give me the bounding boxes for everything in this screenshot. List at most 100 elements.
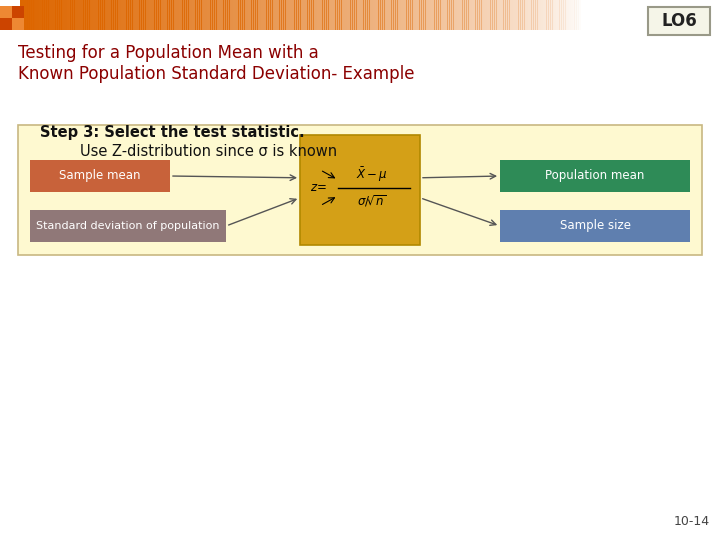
Bar	[222, 0, 224, 30]
Bar	[225, 0, 228, 30]
Bar	[91, 0, 94, 30]
Bar	[367, 0, 369, 30]
Bar	[311, 0, 314, 30]
Bar	[102, 0, 104, 30]
Bar	[132, 0, 135, 30]
Bar	[145, 0, 148, 30]
Bar	[68, 0, 71, 30]
Bar	[531, 0, 534, 30]
Bar	[392, 0, 394, 30]
Bar	[550, 0, 552, 30]
Bar	[246, 0, 248, 30]
Bar	[522, 0, 524, 30]
Bar	[377, 0, 379, 30]
Bar	[528, 0, 530, 30]
Bar	[319, 0, 321, 30]
Bar	[310, 0, 312, 30]
Bar	[147, 0, 149, 30]
Bar	[253, 0, 256, 30]
Bar	[459, 0, 461, 30]
Bar	[197, 0, 199, 30]
Bar	[204, 0, 207, 30]
Bar	[291, 0, 293, 30]
Bar	[48, 0, 50, 30]
Bar	[395, 0, 397, 30]
Bar	[143, 0, 145, 30]
Bar	[468, 0, 470, 30]
Bar	[324, 0, 327, 30]
Bar	[203, 0, 205, 30]
Bar	[18, 125, 702, 255]
Bar	[156, 0, 158, 30]
Bar	[166, 0, 168, 30]
Bar	[119, 0, 121, 30]
Bar	[575, 0, 577, 30]
Bar	[238, 0, 240, 30]
Bar	[418, 0, 420, 30]
Bar	[431, 0, 433, 30]
Bar	[30, 210, 226, 242]
Bar	[283, 0, 286, 30]
Bar	[199, 0, 202, 30]
Bar	[163, 0, 166, 30]
Bar	[464, 0, 467, 30]
Bar	[294, 0, 297, 30]
Bar	[44, 0, 47, 30]
Bar	[20, 0, 22, 30]
Bar	[46, 0, 48, 30]
Bar	[401, 0, 403, 30]
Bar	[63, 0, 66, 30]
Bar	[442, 0, 444, 30]
Bar	[406, 0, 409, 30]
Bar	[433, 0, 435, 30]
Bar	[93, 0, 95, 30]
Bar	[210, 0, 213, 30]
Bar	[516, 0, 519, 30]
Bar	[498, 0, 500, 30]
Bar	[365, 0, 368, 30]
Bar	[518, 0, 521, 30]
Bar	[420, 0, 422, 30]
Bar	[436, 0, 438, 30]
Bar	[315, 0, 318, 30]
Bar	[240, 0, 243, 30]
Bar	[218, 0, 220, 30]
Bar	[513, 0, 516, 30]
Bar	[490, 0, 492, 30]
Bar	[333, 0, 336, 30]
Bar	[149, 0, 151, 30]
Bar	[537, 0, 539, 30]
Bar	[557, 0, 560, 30]
Bar	[80, 0, 82, 30]
Bar	[503, 0, 506, 30]
Bar	[26, 0, 28, 30]
Bar	[289, 0, 291, 30]
Bar	[427, 0, 429, 30]
Bar	[30, 0, 32, 30]
Bar	[521, 0, 523, 30]
Bar	[12, 6, 24, 18]
Bar	[397, 0, 400, 30]
Text: $z\!=\!$: $z\!=\!$	[310, 181, 327, 194]
Bar	[382, 0, 384, 30]
Text: Standard deviation of population: Standard deviation of population	[36, 221, 220, 231]
Bar	[346, 0, 349, 30]
Bar	[507, 0, 510, 30]
Bar	[113, 0, 116, 30]
Bar	[388, 0, 390, 30]
Bar	[562, 0, 564, 30]
Bar	[434, 0, 437, 30]
Bar	[0, 6, 12, 18]
Bar	[72, 0, 75, 30]
Bar	[496, 0, 498, 30]
Bar	[175, 0, 177, 30]
Bar	[127, 0, 129, 30]
Bar	[373, 0, 375, 30]
Bar	[405, 0, 407, 30]
Bar	[302, 0, 305, 30]
Bar	[250, 0, 252, 30]
Bar	[541, 0, 543, 30]
Bar	[505, 0, 508, 30]
Bar	[339, 0, 341, 30]
Bar	[100, 0, 103, 30]
